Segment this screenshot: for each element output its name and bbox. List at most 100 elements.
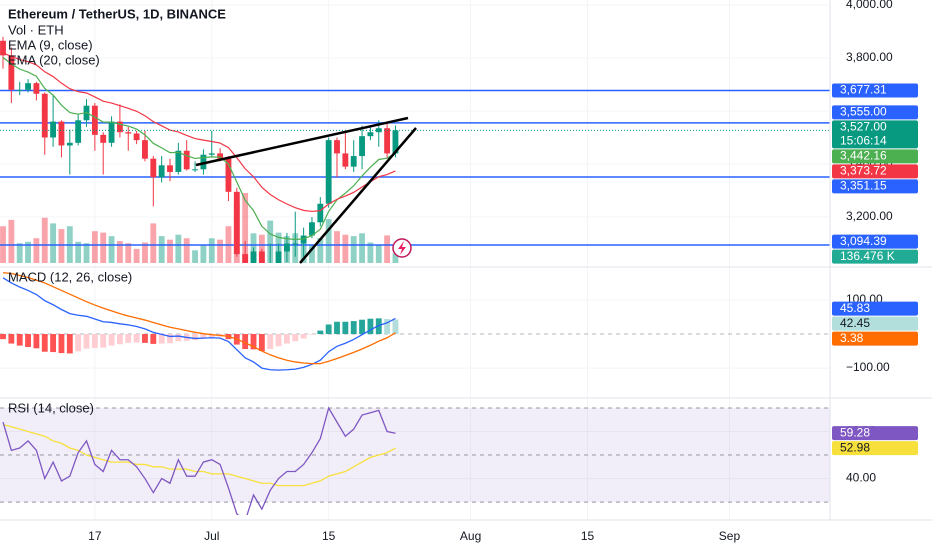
histogram-bar: [309, 334, 315, 335]
price-label-bg: [832, 301, 918, 316]
candle-body: [41, 93, 48, 138]
candle-body: [133, 133, 140, 141]
candle-body: [317, 203, 324, 223]
histogram-bar: [275, 334, 282, 347]
macd-line: [2, 277, 396, 371]
candle-body: [58, 121, 65, 146]
price-label-bg: [832, 105, 918, 120]
volume-bar: [158, 236, 165, 263]
alert-icon: [392, 238, 412, 258]
candle-body: [16, 89, 23, 91]
volume-bar: [267, 220, 274, 263]
price-label: 3,373.72: [840, 164, 887, 178]
histogram-bar: [342, 321, 349, 335]
histogram-bar: [142, 334, 148, 343]
histogram-bar: [41, 334, 48, 352]
volume-bar: [167, 239, 173, 263]
candle-body: [300, 235, 307, 244]
panel-title: RSI (14, close): [8, 400, 94, 415]
candle-body: [292, 243, 299, 245]
volume-bar: [91, 231, 98, 263]
icon-bolt: [398, 241, 406, 255]
price-label-bg: [832, 234, 918, 249]
trend-line: [195, 116, 409, 167]
volume-bar: [384, 235, 391, 263]
candle-body: [217, 153, 224, 159]
candle-body: [158, 165, 165, 178]
ema-line: [2, 57, 396, 241]
x-tick-label: 15: [322, 529, 336, 543]
price-label: 3,442.16: [840, 149, 887, 163]
price-label: 3,677.31: [840, 83, 887, 97]
x-tick-label: 15: [581, 529, 595, 543]
candle-body: [183, 150, 190, 170]
volume-bar: [242, 193, 249, 263]
candle-body: [233, 191, 240, 255]
background-layer: [0, 0, 830, 520]
candle-body: [258, 251, 265, 263]
x-tick-label: 17: [88, 529, 102, 543]
histogram-bar: [50, 334, 57, 353]
histogram-bar: [100, 334, 107, 348]
price-label-bg: [832, 331, 918, 346]
volume-bar: [133, 248, 140, 263]
histogram-bar: [158, 334, 165, 344]
candle-body: [167, 165, 173, 172]
price-label-bg: [832, 120, 918, 149]
price-label-bg: [832, 426, 918, 441]
price-label: 52.98: [840, 440, 870, 454]
price-label: 42.45: [840, 316, 870, 330]
histogram-bar: [392, 319, 399, 335]
rsi-line: [2, 406, 396, 515]
histogram-bar: [258, 334, 265, 352]
candle-body: [309, 222, 315, 236]
candle-body: [66, 142, 73, 146]
y-tick-label: 3,200.00: [846, 209, 893, 223]
volume-bar: [342, 234, 349, 263]
volume-bar: [142, 242, 148, 263]
histogram-bar: [208, 334, 215, 338]
candle-body: [325, 140, 332, 204]
price-labels: 3,677.31 3,555.003,527.0015:06:143,442.16…: [832, 83, 918, 456]
histogram-bar: [75, 334, 82, 352]
candle-body: [384, 128, 391, 154]
volume-bar: [16, 243, 23, 263]
histogram-bar: [325, 324, 332, 335]
candle-body: [50, 121, 57, 138]
volume-bar: [125, 243, 132, 263]
volume-bar: [325, 219, 332, 263]
volume-bar: [309, 244, 315, 263]
volume-bar: [83, 243, 90, 263]
histogram-bar: [91, 334, 98, 348]
volume-bar: [175, 234, 182, 263]
histogram-bar: [334, 321, 340, 335]
candle-body: [225, 158, 232, 192]
histogram-bar: [16, 334, 23, 346]
histogram-bar: [359, 319, 365, 335]
candle-body: [267, 265, 273, 289]
candle-body: [100, 134, 107, 143]
histogram-bar: [283, 334, 290, 344]
candle-body: [275, 251, 282, 263]
histogram-bar: [200, 334, 207, 339]
volume-bar: [367, 242, 374, 263]
y-tick-label: 40.00: [846, 471, 876, 485]
candle-body: [91, 105, 98, 135]
trend-lines: [195, 116, 417, 264]
candle-body: [392, 130, 399, 154]
histogram-bar: [108, 334, 115, 346]
chart-title: Ethereum / TetherUS, 1D, BINANCE: [8, 6, 226, 21]
candle-body: [116, 121, 123, 133]
y-tick-label: 4,000.00: [846, 0, 893, 11]
x-tick-label: Sep: [719, 529, 741, 543]
volume-bar: [116, 241, 123, 263]
volume-bar: [8, 219, 15, 263]
candle-body: [0, 40, 6, 56]
price-label: 15:06:14: [840, 134, 887, 148]
histogram-bar: [33, 334, 40, 349]
price-label: 3,094.39: [840, 234, 887, 248]
volume-bar: [208, 238, 215, 263]
volume-bar: [33, 238, 40, 263]
volume-bar: [75, 241, 82, 263]
histogram-bar: [167, 334, 173, 344]
